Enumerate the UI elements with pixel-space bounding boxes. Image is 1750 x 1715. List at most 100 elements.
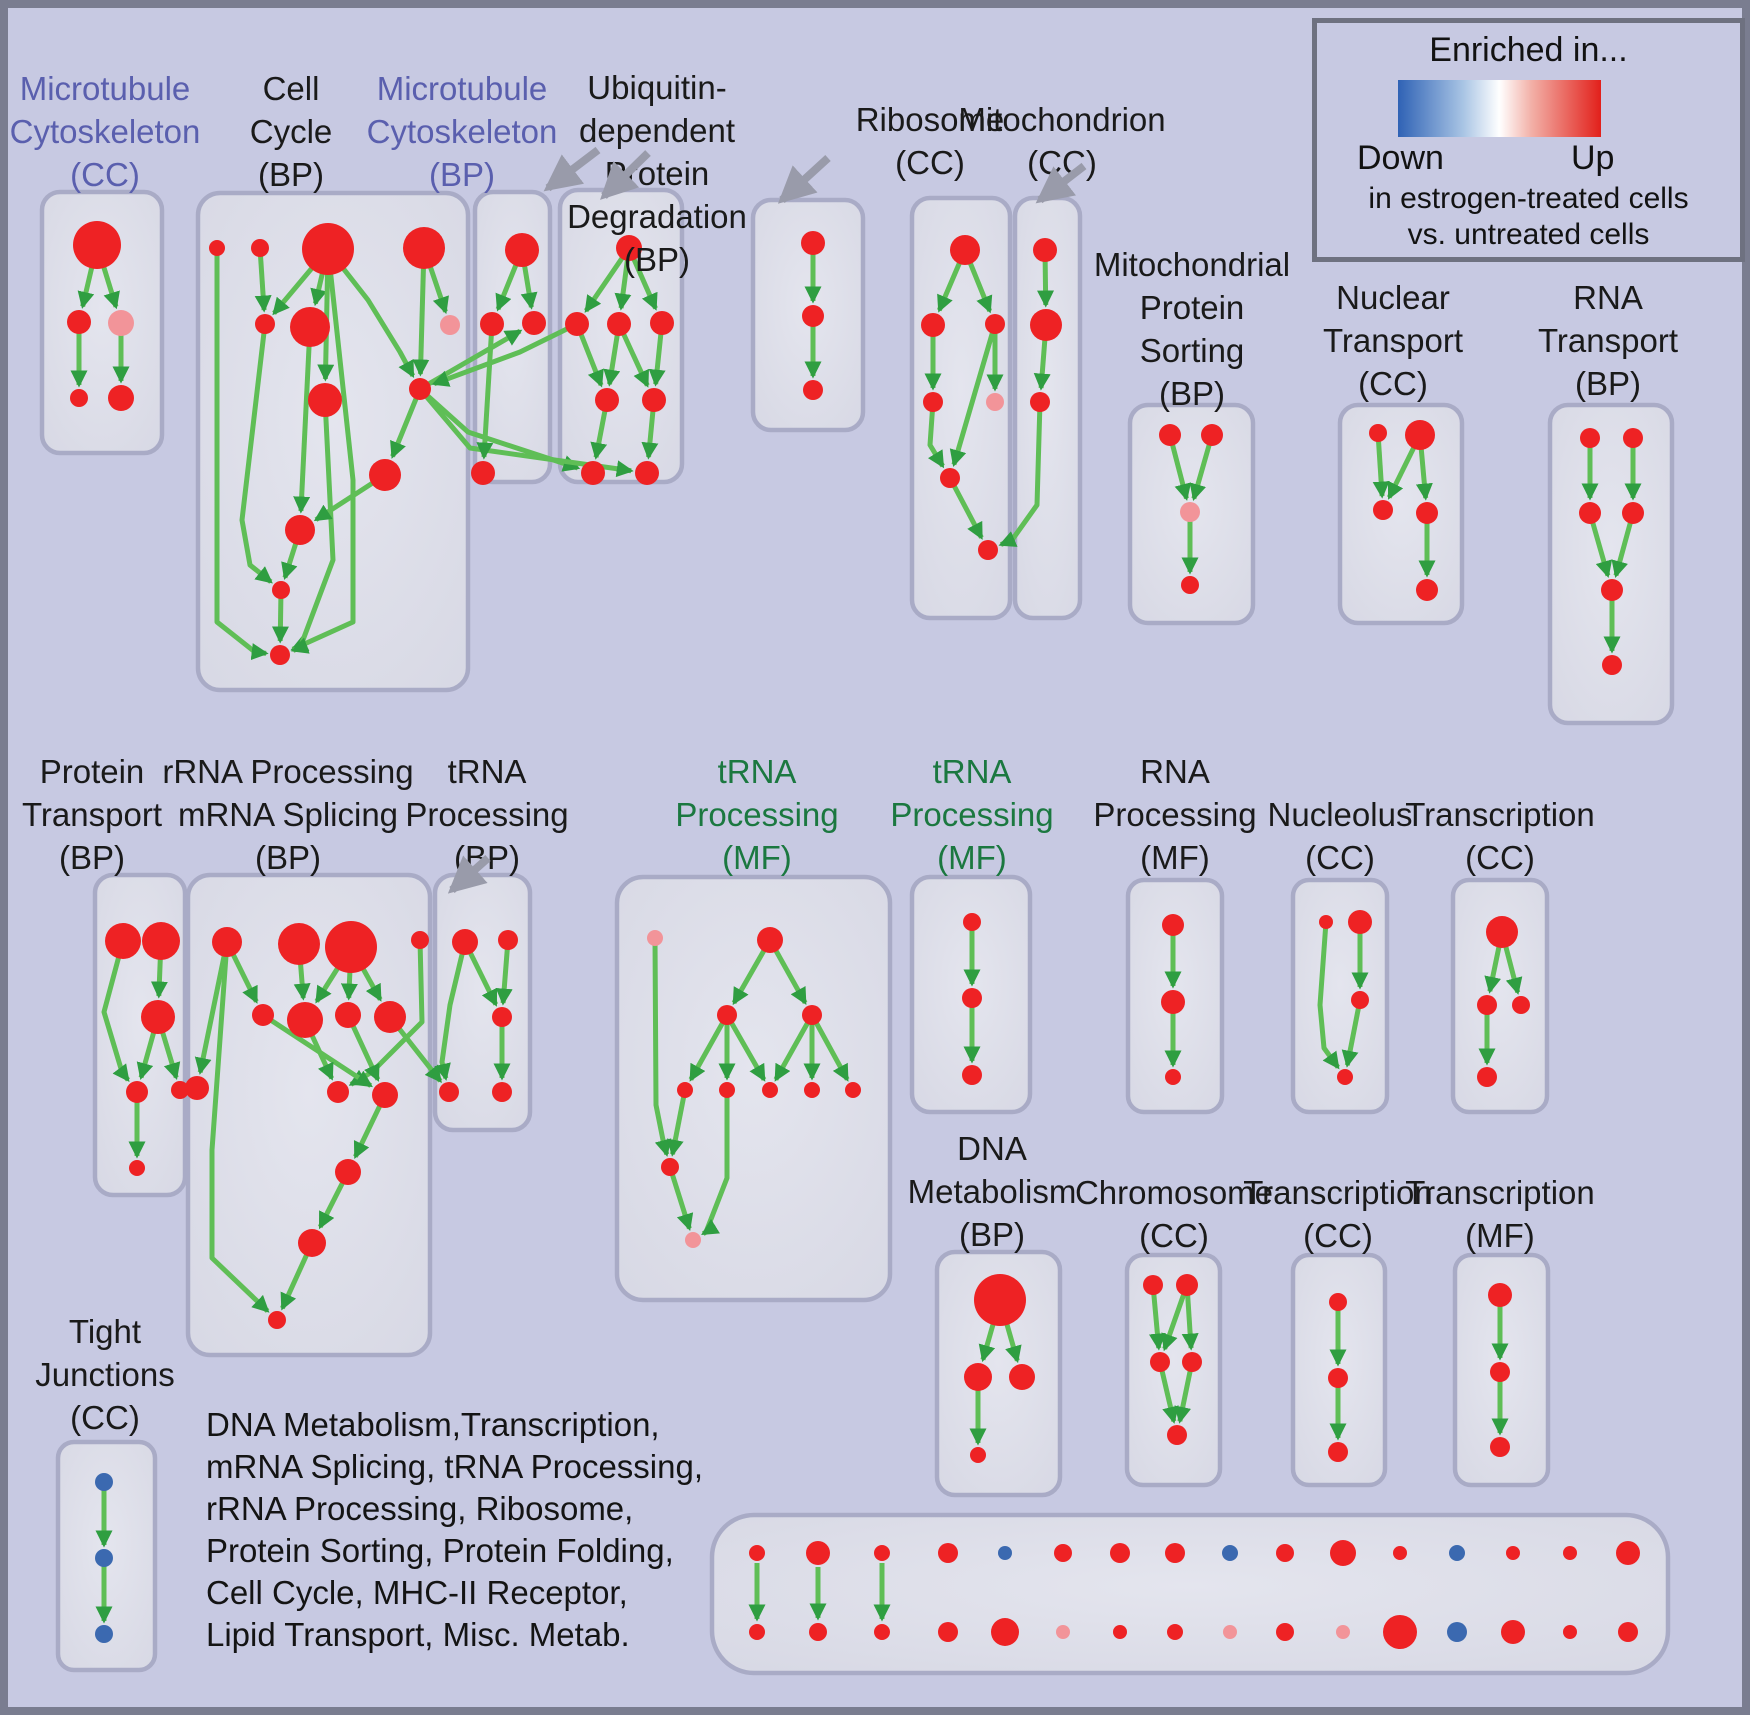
misc-node-bottom-3 [938,1622,958,1642]
node-g1 [278,923,320,965]
node-P3 [1181,576,1199,594]
node-Q4 [1601,579,1623,601]
node-w0 [963,913,981,931]
mitochondrion-label: (CC) [1027,144,1097,181]
edge-b1-c8 [431,321,579,387]
edge-a1-a3 [476,323,495,460]
ubiquitin-label: Degradation [567,198,747,235]
node-t4 [492,1082,512,1102]
nuclear-transport-label: Transport [1323,322,1463,359]
node-j2 [95,1625,113,1643]
dna-metab-box [934,1249,1063,1498]
node-c4 [255,314,275,334]
cell-cycle-label: Cycle [250,113,333,150]
node-b4 [595,388,619,412]
transcription-mf-label: Transcription [1405,1174,1595,1211]
node-N0 [1369,424,1387,442]
misc-text-line: Lipid Transport, Misc. Metab. [206,1616,630,1653]
transcription-cc-1-label: Transcription [1405,796,1595,833]
node-c11 [272,581,290,599]
edge-R5-R6 [947,476,984,540]
edge-N0-N2 [1372,432,1390,499]
rna-transport-label: (BP) [1575,365,1641,402]
microtubule-bp-label: Cytoskeleton [367,113,558,150]
node-T1 [142,922,180,960]
edge-t1-t2 [495,939,513,1006]
tight-junctions-label: Tight [69,1313,141,1350]
node-P1 [1201,424,1223,446]
legend-up-label: Up [1571,139,1615,177]
misc-node-top-1 [806,1541,830,1565]
node-f7 [804,1082,820,1098]
edge-f0-f9 [652,937,672,1157]
node-c3 [403,227,445,269]
node-n0 [1319,915,1333,929]
edge-c3-c8 [412,247,430,377]
misc-text-line: rRNA Processing, Ribosome, [206,1490,634,1527]
node-b6 [581,461,605,485]
node-T4 [171,1081,189,1099]
trna-mf-2-label: Processing [890,796,1053,833]
node-g10 [372,1082,398,1108]
edge-n0-n3 [1317,921,1340,1070]
node-mc0 [73,221,121,269]
misc-node-bottom-9 [1276,1623,1294,1641]
node-T5 [129,1160,145,1176]
misc-node-top-6 [1110,1543,1130,1563]
edge-f2-f6 [724,1013,767,1082]
node-g11 [335,1159,361,1185]
misc-node-top-7 [1165,1543,1185,1563]
node-a1 [480,312,504,336]
misc-node-top-14 [1563,1546,1577,1560]
legend-subtitle-line2: vs. untreated cells [1407,218,1650,251]
node-d1 [964,1363,992,1391]
node-Q5 [1602,655,1622,675]
rna-transport-label: Transport [1538,322,1678,359]
misc-node-bottom-14 [1563,1625,1577,1639]
node-h4 [1167,1425,1187,1445]
node-M2 [1030,392,1050,412]
node-f8 [845,1082,861,1098]
protein-transport-label: (BP) [59,839,125,876]
rna-processing-mf-label: Processing [1093,796,1256,833]
ubiquitin-label: (BP) [624,241,690,278]
node-g2 [325,921,377,973]
node-g7 [374,1001,406,1033]
node-n2 [1351,991,1369,1009]
dna-metabolism-label: Metabolism [908,1173,1077,1210]
misc-node-bottom-13 [1501,1620,1525,1644]
misc-node-top-5 [1054,1544,1072,1562]
node-mc3 [70,389,88,407]
tight-junctions-label: (CC) [70,1399,140,1436]
edge-f9-f10 [667,1166,694,1231]
node-v1 [1161,990,1185,1014]
misc-node-bottom-5 [1056,1625,1070,1639]
node-Q2 [1579,502,1601,524]
node-j1 [95,1549,113,1567]
node-R4 [986,393,1004,411]
mito-sorting-label: Sorting [1140,332,1245,369]
node-c1 [251,239,269,257]
ubiquitin-label: Protein [605,155,710,192]
transcription-cc-2-label: (CC) [1303,1217,1373,1254]
edge-h0-h2 [1148,1284,1166,1351]
node-Q0 [1580,428,1600,448]
nucleolus-label: (CC) [1305,839,1375,876]
mitochondrion-label: Mitochondrion [958,101,1165,138]
label-pointer-arrow-4 [447,855,491,894]
misc-node-bottom-6 [1113,1625,1127,1639]
misc-text-line: Protein Sorting, Protein Folding, [206,1532,674,1569]
rna-transport-label: RNA [1573,279,1643,316]
chromosome-box [1124,1252,1223,1488]
node-a2 [522,311,546,335]
trna-mf-1-label: tRNA [718,753,797,790]
edge-f5-f10 [701,1090,730,1236]
rna-transport-box [1547,402,1675,726]
ribosome-label: Ribosome [856,101,1005,138]
node-T0 [105,923,141,959]
node-P0 [1159,424,1181,446]
misc-text-line: DNA Metabolism,Transcription, [206,1406,660,1443]
misc-node-top-10 [1330,1540,1356,1566]
node-u0 [1329,1293,1347,1311]
misc-text-line: Cell Cycle, MHC-II Receptor, [206,1574,628,1611]
